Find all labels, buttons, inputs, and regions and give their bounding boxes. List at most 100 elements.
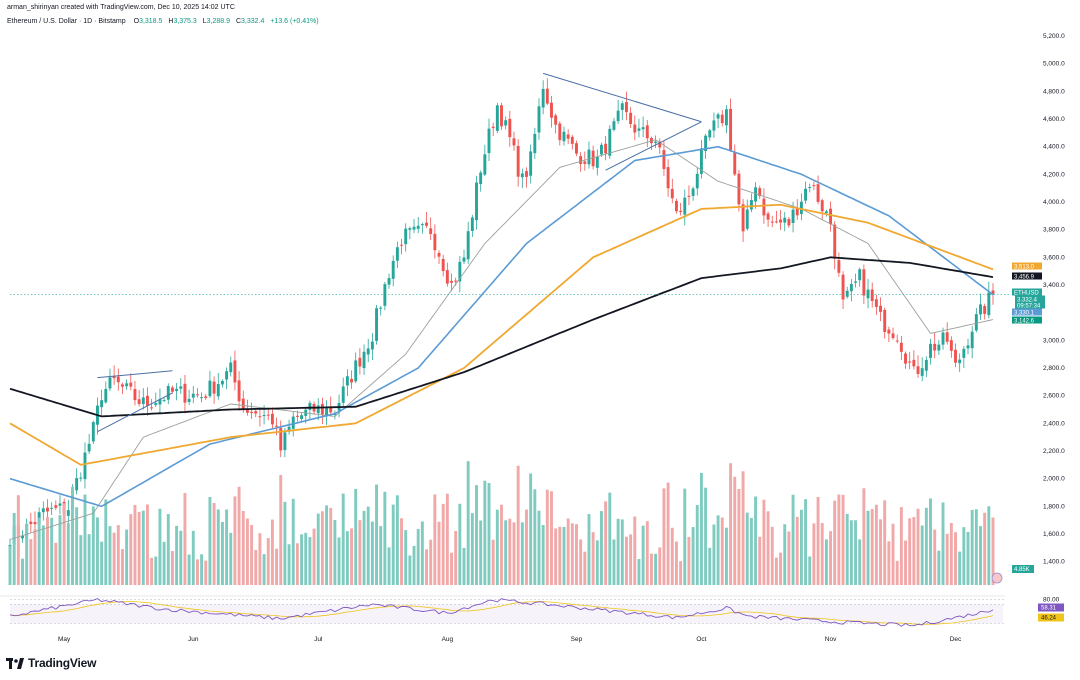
volume-bar <box>204 560 208 585</box>
candle <box>550 102 553 118</box>
price-axis-tick-label: 4,000.0 <box>1043 199 1065 206</box>
candle <box>262 415 266 417</box>
volume-bar <box>445 493 449 585</box>
candle <box>720 114 724 124</box>
candle <box>949 340 953 351</box>
volume-bar <box>987 506 991 585</box>
candle <box>158 399 162 405</box>
volume-bar <box>745 512 749 585</box>
volume-bar <box>316 513 320 585</box>
candle <box>758 188 762 197</box>
candle <box>887 329 891 334</box>
volume-bar <box>158 508 162 585</box>
volume-bar <box>254 550 258 585</box>
volume-bar <box>408 555 412 585</box>
volume-bar <box>854 520 858 585</box>
candle <box>970 331 974 349</box>
volume-bar <box>329 507 333 585</box>
candle <box>408 228 412 230</box>
volume-bar <box>83 494 87 585</box>
candle <box>254 411 258 414</box>
candle <box>941 332 945 345</box>
candle <box>429 228 433 235</box>
volume-bar <box>758 536 762 585</box>
volume-bar <box>741 471 745 585</box>
price-axis-tick-label: 2,000.0 <box>1043 476 1065 483</box>
volume-bar <box>300 534 304 585</box>
candle <box>795 207 799 216</box>
volume-bar <box>529 473 533 585</box>
tradingview-logo[interactable]: TradingView <box>6 656 96 670</box>
candle <box>54 505 58 508</box>
volume-bar <box>41 525 45 585</box>
volume-bar <box>891 523 895 585</box>
volume-bar <box>958 551 962 585</box>
candle <box>791 209 795 223</box>
rsi-axis-label-bg <box>1038 613 1064 622</box>
candle <box>891 333 895 339</box>
candle <box>450 280 453 283</box>
candle <box>908 361 912 363</box>
time-axis-label: Nov <box>825 636 837 643</box>
volume-bar <box>516 465 520 585</box>
candle <box>445 270 449 284</box>
price-axis-label: 3,456.9 <box>1014 274 1035 280</box>
candle <box>858 269 862 281</box>
volume-bar <box>416 528 420 585</box>
volume-bar <box>125 529 129 585</box>
candle <box>916 366 920 374</box>
volume-bar <box>674 541 678 585</box>
candle <box>154 403 158 406</box>
candle <box>275 425 279 427</box>
volume-bar <box>237 486 241 585</box>
candle <box>516 145 520 177</box>
candle <box>66 510 70 516</box>
price-chart[interactable]: 5,200.0 5,000.0 4,800.0 4,600.0 4,400.0 4,200… <box>0 0 1080 650</box>
volume-bar <box>179 530 183 585</box>
volume-bar <box>537 510 541 585</box>
volume-bar <box>12 512 16 585</box>
candle <box>662 150 666 170</box>
volume-bar <box>808 556 812 585</box>
volume-bar <box>645 521 649 585</box>
volume-bar <box>916 508 920 585</box>
candle <box>341 386 345 403</box>
candle <box>104 388 108 403</box>
candle <box>437 252 441 257</box>
volume-bar <box>654 553 658 585</box>
tradingview-brand: TradingView <box>28 656 97 670</box>
volume-bar <box>175 525 179 585</box>
candle <box>933 343 937 351</box>
candle <box>895 340 899 342</box>
volume-bar <box>733 476 737 585</box>
volume-bar <box>954 532 957 585</box>
volume-bar <box>691 527 695 585</box>
volume-bar <box>275 548 279 585</box>
volume-bar <box>229 532 233 585</box>
volume-bar <box>679 561 683 585</box>
candle <box>866 289 870 299</box>
candle <box>945 332 949 342</box>
volume-bar <box>262 554 266 585</box>
candle <box>258 416 262 418</box>
volume-label-bg <box>1012 565 1034 573</box>
volume-bar <box>712 524 716 585</box>
volume-bar <box>220 521 224 585</box>
volume-bar <box>191 530 195 585</box>
candle <box>350 378 354 383</box>
candle <box>558 123 562 141</box>
candle <box>745 209 749 229</box>
volume-bar <box>804 499 808 585</box>
candle <box>316 405 320 414</box>
candle <box>974 314 978 331</box>
candle <box>366 348 370 355</box>
sma200-line <box>9 256 994 418</box>
volume-bar <box>100 541 104 585</box>
volume-bar <box>8 545 12 585</box>
volume-bar <box>816 496 820 585</box>
candle <box>704 135 708 152</box>
low-label: L <box>202 18 207 25</box>
volume-bar <box>508 518 512 585</box>
volume-bar <box>937 550 941 585</box>
candle <box>441 258 445 272</box>
